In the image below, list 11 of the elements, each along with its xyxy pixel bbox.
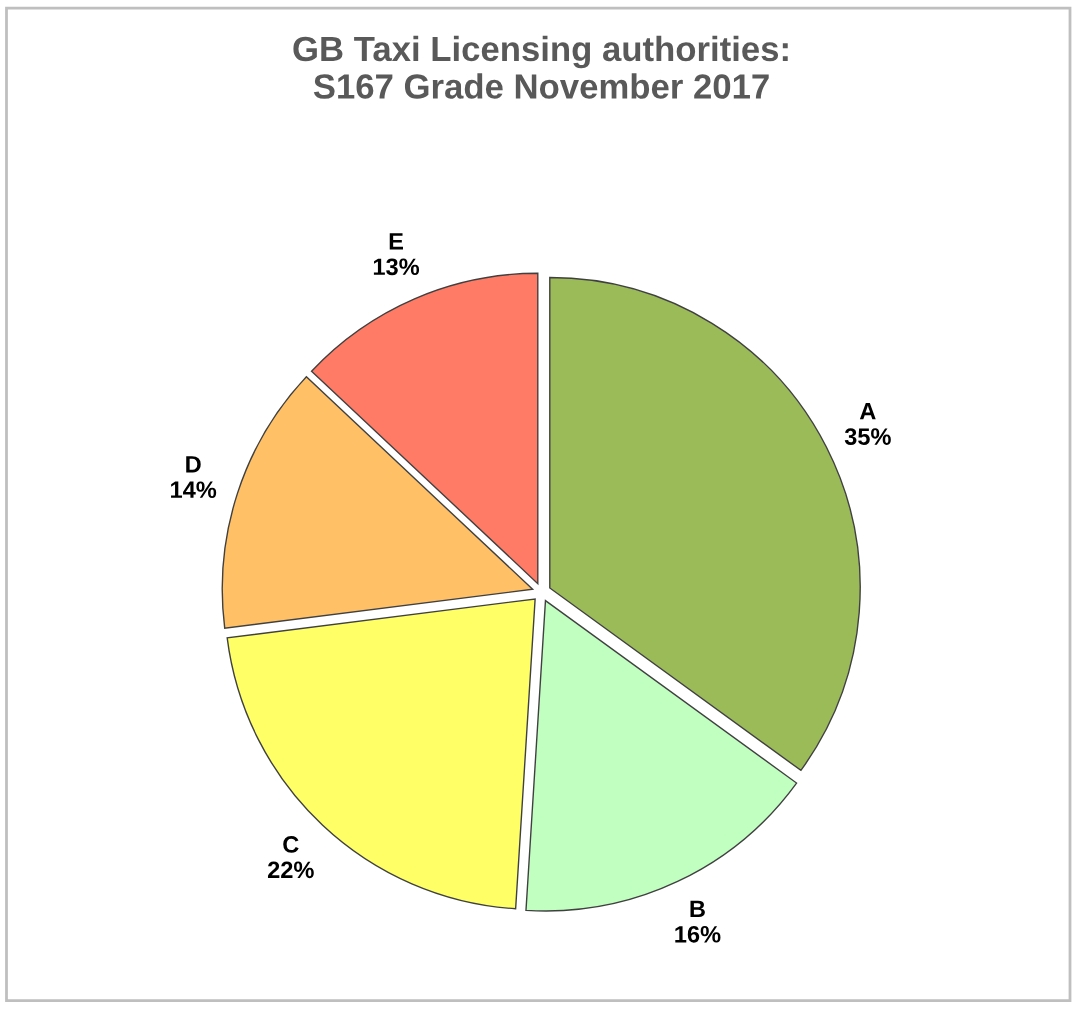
slice-label: E (389, 233, 403, 250)
data-label: 16% (675, 925, 721, 943)
data-label: 22% (267, 861, 314, 879)
chart-title: GB Taxi Licensing authorities: S167 Grade November 2017 (293, 35, 788, 99)
data-label: 35% (844, 428, 891, 445)
slice-label: C (283, 836, 299, 853)
data-label: 14% (171, 481, 217, 499)
data-label: 13% (373, 258, 420, 276)
slice-label: D (186, 456, 201, 473)
slice-label: A (859, 403, 876, 420)
slice-label: B (690, 900, 705, 917)
